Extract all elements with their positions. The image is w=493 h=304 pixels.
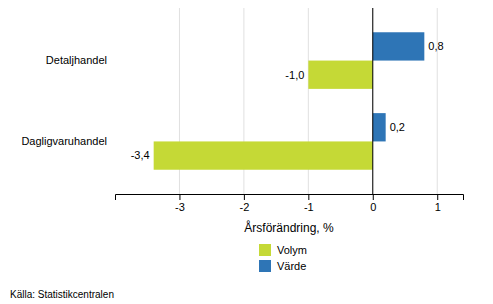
bar: [373, 113, 386, 141]
data-label: -3,4: [131, 149, 150, 161]
x-tick-mark: [373, 194, 374, 200]
y-tick: Dagligvaruhandel: [21, 135, 107, 147]
x-tick: 0: [370, 194, 376, 213]
chart: -3 -2 -1 0 1 Dagligvaruhandel Detaljhandel -3,4…: [0, 0, 493, 304]
x-tick: 1: [435, 194, 441, 213]
source-note: Källa: Statistikcentralen: [10, 289, 114, 300]
series: [154, 61, 373, 170]
data-labels: -3,4 -1,0 0,2 0,8: [131, 40, 444, 161]
data-label: 0,8: [428, 40, 443, 52]
x-tick: -1: [304, 194, 314, 213]
x-tick-label: 1: [435, 201, 441, 213]
x-tick-mark: [244, 194, 245, 200]
x-axis-line: [116, 195, 464, 201]
bar: [308, 61, 372, 89]
x-tick: -3: [175, 194, 185, 213]
zero-line: [372, 8, 373, 194]
legend-label: Värde: [277, 260, 306, 272]
x-tick-label: -3: [175, 201, 185, 213]
bar: [373, 32, 425, 60]
y-tick-label: Detaljhandel: [46, 54, 107, 66]
bar: [154, 141, 373, 169]
legend-swatch: [259, 244, 271, 256]
y-axis: Dagligvaruhandel Detaljhandel: [21, 54, 107, 147]
series: [373, 32, 425, 141]
x-tick-mark: [437, 194, 438, 200]
x-axis: -3 -2 -1 0 1: [116, 194, 464, 213]
x-axis-title: Årsförändring, %: [244, 220, 334, 235]
x-tick-mark: [179, 194, 180, 200]
grid-line: [437, 8, 438, 194]
bars: [154, 32, 425, 169]
x-tick-label: 0: [370, 201, 376, 213]
y-tick-label: Dagligvaruhandel: [21, 135, 107, 147]
legend-swatch: [259, 260, 271, 272]
x-tick-label: -1: [304, 201, 314, 213]
legend-item: Värde: [259, 260, 306, 272]
data-label: 0,2: [390, 121, 405, 133]
plot: -3 -2 -1 0 1 Dagligvaruhandel Detaljhandel -3,4…: [21, 8, 463, 213]
x-tick: -2: [239, 194, 249, 213]
x-tick-mark: [308, 194, 309, 200]
data-label: -1,0: [285, 69, 304, 81]
legend-item: Volym: [259, 244, 307, 256]
grid-line: [372, 8, 373, 194]
y-tick: Detaljhandel: [46, 54, 107, 66]
legend-label: Volym: [277, 244, 307, 256]
legend: Volym Värde: [259, 244, 307, 272]
x-tick-label: -2: [239, 201, 249, 213]
